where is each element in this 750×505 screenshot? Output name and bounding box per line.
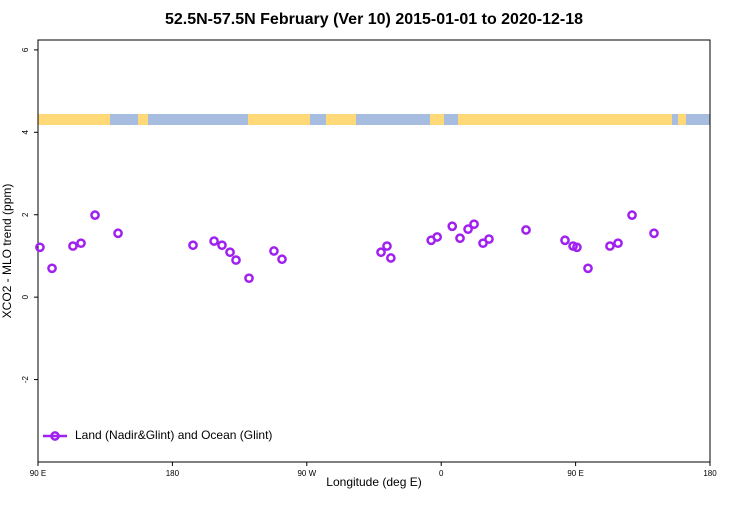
point	[627, 210, 637, 220]
y-tick-label: 0	[21, 294, 30, 299]
point	[244, 273, 254, 284]
y-axis-label: XCO2 - MLO trend (ppm)	[0, 184, 14, 319]
point	[572, 242, 582, 253]
point	[209, 236, 219, 246]
y-tick-label: 6	[21, 47, 30, 52]
point	[277, 254, 287, 265]
y-tick-label: 2	[21, 212, 30, 217]
point	[225, 247, 235, 258]
point	[605, 241, 615, 251]
y-tick-label: 4	[21, 130, 30, 135]
point	[382, 241, 392, 251]
y-tick-label: -2	[21, 375, 30, 383]
point	[447, 221, 458, 232]
x-tick-label: 0	[439, 469, 444, 478]
point	[113, 228, 123, 239]
point	[217, 240, 227, 251]
point	[432, 232, 443, 242]
point	[231, 255, 241, 265]
point	[90, 210, 100, 220]
point	[376, 247, 386, 258]
x-tick-label: 90 E	[567, 469, 583, 478]
point	[269, 246, 279, 256]
point	[47, 263, 57, 274]
chart-title: 52.5N-57.5N February (Ver 10) 2015-01-01…	[165, 11, 583, 28]
x-tick-label: 90 W	[297, 469, 316, 478]
land-ocean-strip	[38, 114, 710, 125]
point	[35, 242, 45, 253]
point	[560, 235, 570, 246]
x-axis-label: Longitude (deg E)	[326, 475, 421, 489]
point	[613, 238, 623, 249]
legend-label: Land (Nadir&Glint) and Ocean (Glint)	[75, 428, 272, 442]
x-tick-label: 180	[166, 469, 180, 478]
point	[76, 238, 86, 249]
point	[521, 225, 531, 235]
point	[583, 263, 593, 274]
legend-marker	[50, 431, 60, 441]
point	[68, 241, 78, 251]
point	[484, 234, 494, 244]
point	[649, 228, 659, 239]
x-tick-label: 90 E	[30, 469, 46, 478]
point	[455, 233, 465, 244]
point	[188, 240, 198, 251]
point	[469, 219, 479, 230]
plot-frame	[37, 39, 711, 463]
point	[463, 224, 473, 235]
point	[386, 253, 396, 263]
x-tick-label: 180	[703, 469, 717, 478]
